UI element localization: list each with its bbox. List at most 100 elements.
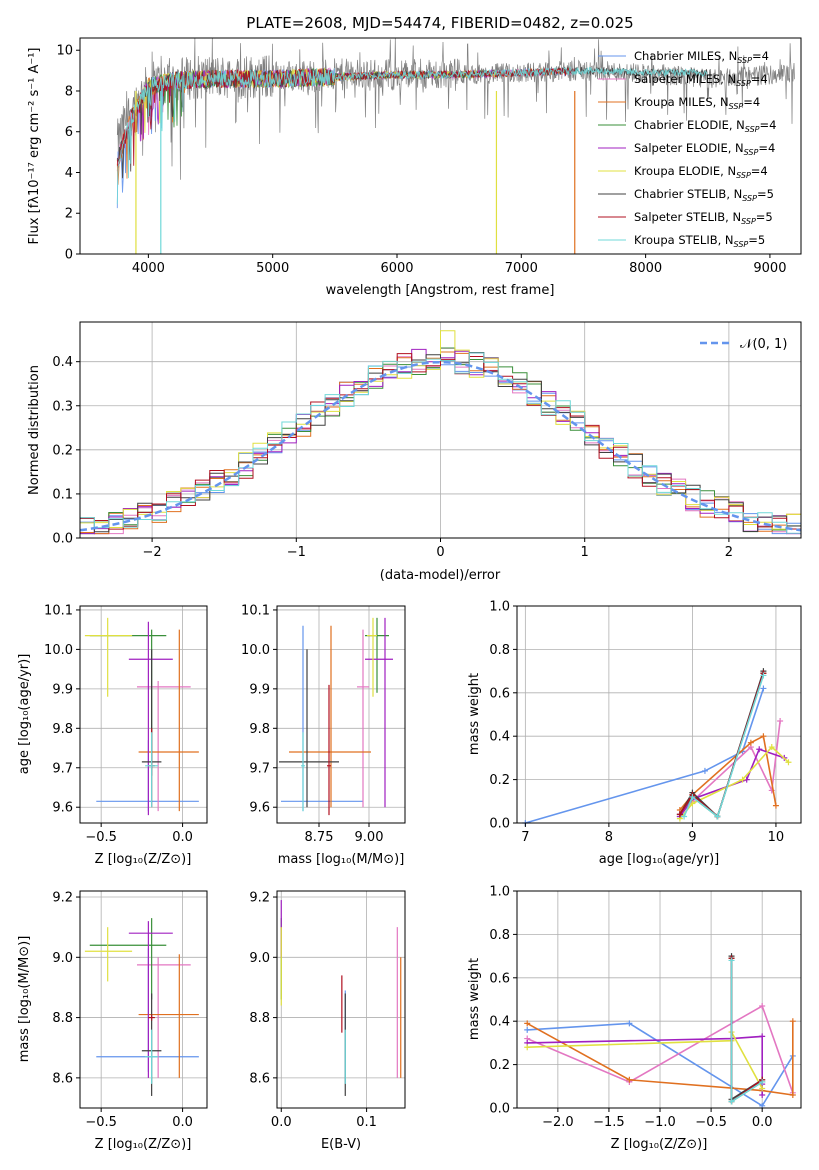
errorbar-point	[301, 732, 305, 812]
weight-marker	[759, 1091, 766, 1098]
spectrum-ticks: 4000 5000 6000 7000 8000 9000 0 2 4 6 8 10	[56, 44, 786, 276]
weight-z-panel: −2.0 −1.5 −1.0 −0.5 0.0 0.0 0.2 0.4 0.6 0.8 1.0 Z …	[467, 885, 802, 1152]
x-tick-label: 0.0	[271, 1115, 292, 1130]
legend-label-main: Kroupa STELIB, N	[634, 233, 734, 247]
errorbar-point	[365, 617, 393, 808]
weight-marker	[789, 1018, 796, 1025]
y-tick-label: 9.9	[249, 682, 270, 697]
legend-label-tail: =5	[757, 187, 774, 201]
y-tick-label: 9.8	[249, 722, 270, 737]
weight-marker	[760, 685, 767, 692]
legend-label-main: Kroupa MILES, N	[634, 95, 729, 109]
gaussian-curve	[79, 360, 802, 532]
weight-marker	[777, 718, 784, 725]
model-spectrum	[116, 65, 708, 205]
legend-label-sub: SSP	[734, 240, 749, 249]
legend-label: Kroupa MILES, NSSP=4	[634, 95, 760, 111]
legend-label: Chabrier MILES, NSSP=4	[634, 49, 769, 65]
weight-age-ticks: 7 8 9 10 0.0 0.2 0.4 0.6 0.8 1.0	[489, 600, 784, 846]
weight-marker	[701, 767, 708, 774]
weight-marker	[714, 813, 721, 820]
age-z-frame	[79, 605, 208, 824]
legend-label-tail: =5	[756, 210, 773, 224]
weight-marker	[747, 739, 754, 746]
legend-label-tail: =4	[743, 95, 760, 109]
x-tick-label: −0.5	[85, 830, 117, 845]
weight-marker	[785, 759, 792, 766]
legend-label-tail: =5	[748, 233, 765, 247]
x-tick-label: 9.00	[355, 830, 384, 845]
age-z-grid	[80, 606, 207, 823]
y-tick-label: 2	[65, 207, 73, 222]
weight-marker	[759, 1033, 766, 1040]
x-tick-label: 8000	[629, 261, 662, 276]
spectrum-series	[116, 37, 795, 254]
age-mass-panel: 8.75 9.00 9.6 9.7 9.8 9.9 10.0 10.1 mass [log₁₀…	[241, 603, 406, 867]
weight-z-ylabel: mass weight	[467, 958, 482, 1040]
legend-label-tail: =4	[758, 141, 775, 155]
mass-z-grid	[80, 891, 207, 1108]
y-tick-label: 0.3	[52, 399, 73, 414]
age-mass-errorbars	[279, 617, 393, 816]
x-tick-label: 10	[768, 830, 785, 845]
weight-line	[683, 675, 765, 818]
legend-label-tail: =4	[751, 164, 768, 178]
legend-label: Salpeter STELIB, NSSP=5	[634, 210, 773, 226]
histogram-series	[80, 330, 801, 530]
y-tick-label: 1.0	[489, 885, 510, 900]
y-tick-label: 10	[56, 44, 73, 59]
x-tick-label: 1	[581, 545, 589, 560]
x-tick-label: −2	[143, 545, 162, 560]
x-tick-label: −0.5	[695, 1115, 727, 1130]
errorbar-point	[367, 617, 377, 697]
errorbar-point	[136, 680, 191, 812]
y-tick-label: 0.0	[489, 1102, 510, 1117]
spectrum-ylabel: Flux [fλ10⁻¹⁷ erg cm⁻² s⁻¹ A⁻¹]	[27, 48, 42, 245]
y-tick-label: 8.8	[52, 1011, 73, 1026]
x-tick-label: 0.1	[356, 1115, 377, 1130]
y-tick-label: 0.8	[489, 928, 510, 943]
y-tick-label: 10.1	[44, 603, 73, 618]
spectrum-frame	[79, 37, 802, 255]
y-tick-label: 9.7	[52, 761, 73, 776]
mass-z-errorbars	[84, 918, 199, 1096]
y-tick-label: 0.4	[489, 1015, 510, 1030]
x-tick-label: −1.0	[644, 1115, 676, 1130]
weight-z-ticks: −2.0 −1.5 −1.0 −0.5 0.0 0.0 0.2 0.4 0.6 0.8 1.0	[489, 885, 772, 1131]
y-tick-label: 0.2	[489, 773, 510, 788]
y-tick-label: 0.6	[489, 971, 510, 986]
y-tick-label: 9.7	[249, 761, 270, 776]
weight-marker	[789, 1091, 796, 1098]
weight-age-lines	[522, 668, 792, 826]
y-tick-label: 6	[65, 125, 73, 140]
errorbar-point	[357, 629, 369, 808]
x-tick-label: 0.0	[172, 830, 193, 845]
x-tick-label: 7000	[505, 261, 538, 276]
weight-marker	[760, 672, 767, 679]
x-tick-label: 4000	[132, 261, 165, 276]
mass-ebv-ticks: 0.0 0.1 8.6 8.8 9.0 9.2	[249, 891, 377, 1130]
errorbar-point	[84, 927, 133, 982]
x-tick-label: 5000	[256, 261, 289, 276]
y-tick-label: 0.0	[489, 817, 510, 832]
weight-marker	[524, 1026, 531, 1033]
weight-marker	[626, 1076, 633, 1083]
y-tick-label: 8.8	[249, 1011, 270, 1026]
errorbar-point	[84, 617, 133, 697]
mass-z-ticks: −0.5 0.0 8.6 8.8 9.0 9.2	[52, 891, 193, 1130]
y-tick-label: 9.9	[52, 682, 73, 697]
weight-marker	[728, 957, 735, 964]
age-z-panel: −0.5 0.0 9.6 9.7 9.8 9.9 10.0 10.1 Z [log₁₀(Z/Z…	[17, 603, 208, 867]
y-tick-label: 0.2	[52, 443, 73, 458]
legend-label-main: Salpeter MILES, N	[634, 72, 736, 86]
mass-ebv-errorbars	[280, 900, 402, 1096]
x-tick-label: −1.5	[593, 1115, 625, 1130]
weight-marker	[728, 1098, 735, 1105]
x-tick-label: −0.5	[85, 1115, 117, 1130]
x-tick-label: 8	[605, 830, 613, 845]
legend-label: Kroupa ELODIE, NSSP=4	[634, 164, 768, 180]
weight-marker	[768, 744, 775, 751]
legend-label-sub: SSP	[742, 194, 757, 203]
age-mass-grid	[277, 606, 405, 823]
x-tick-label: 8.75	[305, 830, 334, 845]
